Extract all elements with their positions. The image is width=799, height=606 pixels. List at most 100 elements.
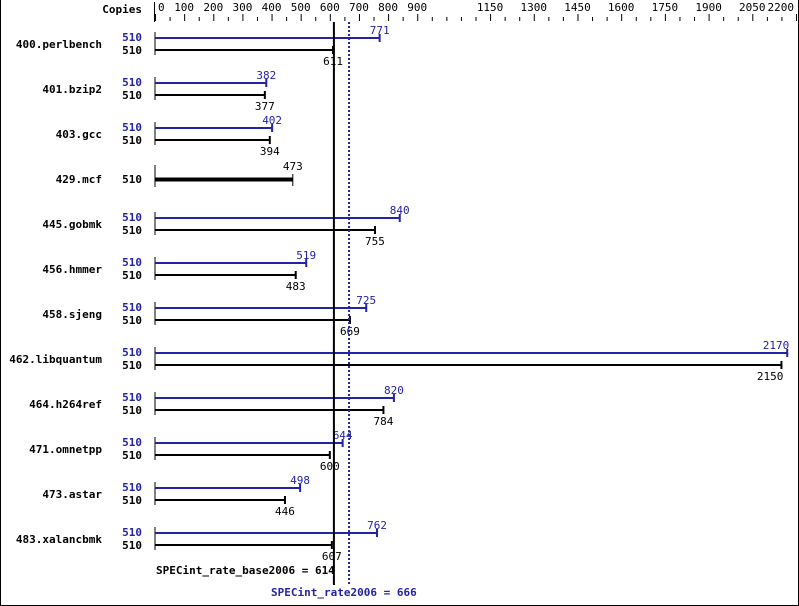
peak-copies-label: 510 — [122, 301, 142, 314]
base-bar — [155, 454, 330, 456]
axis-tick-label: 500 — [291, 1, 311, 14]
peak-value-label: 519 — [296, 249, 316, 262]
peak-value-label: 2170 — [763, 339, 790, 352]
axis-tick-label: 900 — [407, 1, 427, 14]
base-copies-label: 510 — [122, 314, 142, 327]
peak-copies-label: 510 — [122, 436, 142, 449]
base-copies-label: 510 — [122, 359, 142, 372]
peak-bar — [155, 262, 307, 264]
peak-value-label: 644 — [333, 429, 353, 442]
base-copies-label: 510 — [122, 44, 142, 57]
peak-bar — [155, 307, 367, 309]
axis-tick-label: 1150 — [477, 1, 504, 14]
base-value-label: 607 — [322, 550, 342, 563]
axis-header: Copies — [102, 3, 142, 16]
base-copies-label: 510 — [122, 494, 142, 507]
base-copies-label: 510 — [122, 89, 142, 102]
benchmark-label: 473.astar — [42, 488, 102, 501]
axis-tick-label: 2050 — [739, 1, 766, 14]
axis-tick-label: 0 — [158, 1, 165, 14]
benchmark-label: 483.xalancbmk — [16, 533, 102, 546]
base-value-label: 377 — [255, 100, 275, 113]
peak-copies-label: 510 — [122, 31, 142, 44]
peak-copies-label: 510 — [122, 76, 142, 89]
peak-bar — [155, 352, 788, 354]
peak-value-label: 762 — [367, 519, 387, 532]
axis-tick-label: 600 — [320, 1, 340, 14]
axis-tick-label: 1900 — [695, 1, 722, 14]
axis-tick-label: 2200 — [768, 1, 795, 14]
axis-tick-label: 800 — [378, 1, 398, 14]
peak-copies-label: 510 — [122, 346, 142, 359]
axis-tick-label: 1750 — [652, 1, 679, 14]
peak-value-label: 382 — [256, 69, 276, 82]
base-copies-label: 510 — [122, 224, 142, 237]
base-value-label: 394 — [260, 145, 280, 158]
peak-copies-label: 510 — [122, 481, 142, 494]
peak-bar — [155, 127, 273, 129]
base-bar — [155, 94, 265, 96]
peak-value-label: 840 — [390, 204, 410, 217]
base-value-label: 600 — [320, 460, 340, 473]
benchmark-label: 456.hmmer — [42, 263, 102, 276]
benchmark-label: 471.omnetpp — [29, 443, 102, 456]
peak-value-label: 771 — [370, 24, 390, 37]
base-bar — [155, 364, 782, 366]
benchmark-label: 464.h264ref — [29, 398, 102, 411]
peak-bar — [155, 442, 343, 444]
peak-bar — [155, 37, 380, 39]
base-value-label: 446 — [275, 505, 295, 518]
peak-bar — [155, 532, 378, 534]
peak-value-label: 498 — [290, 474, 310, 487]
base-value-label: 483 — [286, 280, 306, 293]
base-value-label: 473 — [283, 160, 303, 173]
axis-tick-label: 1450 — [564, 1, 591, 14]
peak-copies-label: 510 — [122, 526, 142, 539]
peak-bar — [155, 487, 301, 489]
base-copies-label: 510 — [122, 269, 142, 282]
base-summary-label: SPECint_rate_base2006 = 614 — [156, 564, 335, 577]
base-bar — [155, 499, 285, 501]
base-bar — [155, 177, 293, 182]
peak-copies-label: 510 — [122, 211, 142, 224]
base-copies-label: 510 — [122, 539, 142, 552]
peak-copies-label: 510 — [122, 391, 142, 404]
base-copies-label: 510 — [122, 173, 142, 186]
axis-tick-label: 700 — [349, 1, 369, 14]
peak-copies-label: 510 — [122, 121, 142, 134]
benchmark-label: 429.mcf — [56, 173, 102, 186]
base-bar — [155, 139, 270, 141]
benchmark-label: 403.gcc — [56, 128, 102, 141]
base-copies-label: 510 — [122, 134, 142, 147]
peak-value-label: 725 — [356, 294, 376, 307]
base-copies-label: 510 — [122, 404, 142, 417]
axis-tick-label: 300 — [232, 1, 252, 14]
base-bar — [155, 274, 296, 276]
peak-bar — [155, 397, 394, 399]
peak-bar — [155, 82, 267, 84]
axis-tick-label: 100 — [174, 1, 194, 14]
axis-tick-label: 1600 — [608, 1, 635, 14]
benchmark-label: 462.libquantum — [9, 353, 102, 366]
axis-tick-label: 400 — [262, 1, 282, 14]
base-value-label: 784 — [373, 415, 393, 428]
peak-value-label: 820 — [384, 384, 404, 397]
base-bar — [155, 544, 332, 546]
peak-summary-label: SPECint_rate2006 = 666 — [271, 586, 417, 599]
benchmark-label: 401.bzip2 — [42, 83, 102, 96]
peak-bar — [155, 217, 400, 219]
base-copies-label: 510 — [122, 449, 142, 462]
axis-tick-label: 200 — [203, 1, 223, 14]
base-value-label: 755 — [365, 235, 385, 248]
peak-copies-label: 510 — [122, 256, 142, 269]
benchmark-label: 445.gobmk — [42, 218, 102, 231]
base-bar — [155, 229, 375, 231]
benchmark-label: 458.sjeng — [42, 308, 102, 321]
benchmark-label: 400.perlbench — [16, 38, 102, 51]
base-bar — [155, 409, 384, 411]
peak-value-label: 402 — [262, 114, 282, 127]
axis-tick-label: 1300 — [521, 1, 548, 14]
base-value-label: 2150 — [757, 370, 784, 383]
